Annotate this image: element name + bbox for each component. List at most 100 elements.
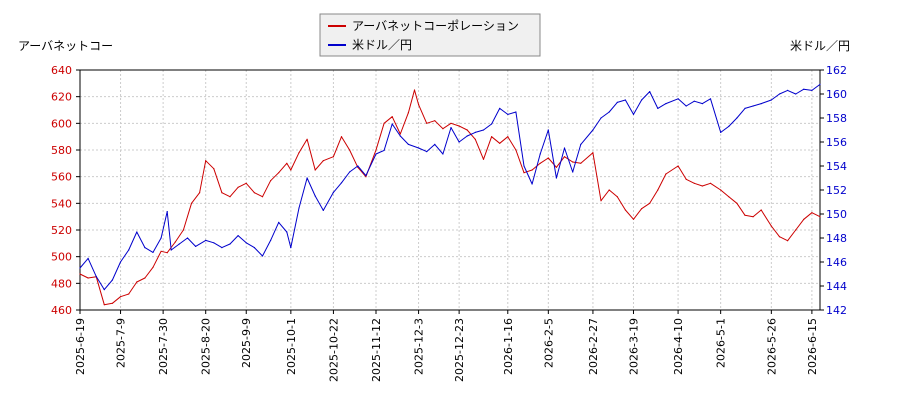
x-tick-label: 2025-6-19 <box>74 318 87 375</box>
data-point-usdjpy <box>119 261 122 263</box>
data-point-usdjpy <box>278 221 280 223</box>
data-point-urbanet <box>616 196 618 198</box>
left-tick-label: 600 <box>51 117 72 130</box>
data-point-urbanet <box>237 186 239 188</box>
x-tick-label: 2025-7-9 <box>115 318 128 368</box>
data-point-usdjpy <box>580 143 582 145</box>
data-point-usdjpy <box>221 247 223 249</box>
data-point-urbanet <box>499 142 501 144</box>
x-tick-label: 2026-6-15 <box>806 318 819 375</box>
data-point-usdjpy <box>720 131 722 133</box>
data-point-usdjpy <box>270 239 272 241</box>
data-point-usdjpy <box>736 117 738 119</box>
data-point-urbanet <box>418 104 420 106</box>
data-point-usdjpy <box>701 103 704 105</box>
data-point-usdjpy <box>111 279 113 281</box>
data-point-usdjpy <box>286 231 288 233</box>
data-point-usdjpy <box>306 177 308 179</box>
data-point-urbanet <box>450 122 452 124</box>
data-point-urbanet <box>245 182 247 184</box>
right-tick-label: 144 <box>826 280 847 293</box>
legend-label-usdjpy: 米ドル／円 <box>352 38 412 52</box>
right-tick-label: 150 <box>826 208 847 221</box>
data-point-urbanet <box>365 176 367 178</box>
data-point-usdjpy <box>442 153 444 155</box>
data-point-usdjpy <box>195 245 197 247</box>
data-point-usdjpy <box>600 117 602 119</box>
right-tick-label: 162 <box>826 64 847 77</box>
data-point-usdjpy <box>426 151 428 153</box>
data-point-urbanet <box>261 196 264 198</box>
right-axis-title: 米ドル／円 <box>790 39 850 53</box>
data-point-urbanet <box>332 156 334 158</box>
data-point-urbanet <box>434 120 436 122</box>
legend: アーバネットコーポレーション 米ドル／円 <box>319 13 541 57</box>
data-point-urbanet <box>592 152 594 154</box>
data-point-usdjpy <box>253 247 255 249</box>
data-point-usdjpy <box>474 131 476 133</box>
left-tick-label: 580 <box>51 144 72 157</box>
right-axis-ticks: 142 144 146 148 150 152 154 156 158 160 162 <box>820 64 847 317</box>
data-point-urbanet <box>166 252 168 254</box>
data-point-usdjpy <box>103 289 105 291</box>
data-point-urbanet <box>507 136 509 138</box>
x-tick-label: 2026-1-16 <box>502 318 515 375</box>
data-point-usdjpy <box>160 237 162 239</box>
data-point-usdjpy <box>608 111 610 113</box>
data-point-usdjpy <box>186 237 189 239</box>
left-axis-ticks: 460 480 500 520 540 560 580 600 620 640 <box>51 64 80 317</box>
data-point-urbanet <box>701 185 704 187</box>
data-point-usdjpy <box>819 83 821 85</box>
data-point-usdjpy <box>752 105 754 107</box>
left-tick-label: 520 <box>51 224 72 237</box>
data-point-urbanet <box>752 216 754 218</box>
data-point-urbanet <box>572 161 574 163</box>
data-point-usdjpy <box>170 249 172 251</box>
x-tick-label: 2026-5-26 <box>765 318 778 375</box>
data-point-urbanet <box>119 296 122 298</box>
data-point-usdjpy <box>677 98 679 100</box>
data-point-usdjpy <box>418 147 420 149</box>
data-point-usdjpy <box>357 165 359 167</box>
data-point-usdjpy <box>665 103 667 105</box>
left-tick-label: 480 <box>51 277 72 290</box>
data-point-usdjpy <box>152 251 154 253</box>
data-point-usdjpy <box>205 239 207 241</box>
data-point-usdjpy <box>531 183 533 185</box>
x-tick-label: 2026-4-10 <box>672 318 685 375</box>
data-point-usdjpy <box>365 175 367 177</box>
data-point-urbanet <box>474 138 476 140</box>
data-point-usdjpy <box>744 107 746 109</box>
data-point-usdjpy <box>778 93 781 95</box>
plot-frame <box>79 69 821 311</box>
data-point-urbanet <box>770 225 772 227</box>
data-point-urbanet <box>760 209 762 211</box>
data-point-usdjpy <box>178 243 180 245</box>
data-point-urbanet <box>128 293 130 295</box>
x-axis-ticks: 2025-6-19 2025-7-9 2025-7-30 2025-8-20 2025-… <box>74 310 819 382</box>
data-point-usdjpy <box>166 211 168 213</box>
data-point-usdjpy <box>383 149 385 151</box>
series-line-urbanet <box>79 89 821 306</box>
data-point-urbanet <box>136 281 138 283</box>
data-point-urbanet <box>693 182 695 184</box>
left-tick-label: 500 <box>51 251 72 264</box>
legend-label-urbanet: アーバネットコーポレーション <box>352 19 519 33</box>
data-point-urbanet <box>314 169 316 171</box>
data-point-urbanet <box>144 277 146 279</box>
data-point-urbanet <box>563 156 566 158</box>
data-point-usdjpy <box>693 100 695 102</box>
data-point-usdjpy <box>322 209 324 211</box>
data-point-usdjpy <box>290 247 292 249</box>
data-point-usdjpy <box>592 129 594 131</box>
right-tick-label: 146 <box>826 256 847 269</box>
data-point-usdjpy <box>340 182 343 184</box>
data-point-urbanet <box>547 157 549 159</box>
data-point-urbanet <box>466 129 468 131</box>
data-point-usdjpy <box>547 129 549 131</box>
data-point-urbanet <box>709 182 712 184</box>
data-point-usdjpy <box>144 247 146 249</box>
data-point-usdjpy <box>685 105 687 107</box>
data-point-usdjpy <box>450 127 452 129</box>
data-point-urbanet <box>720 189 722 191</box>
